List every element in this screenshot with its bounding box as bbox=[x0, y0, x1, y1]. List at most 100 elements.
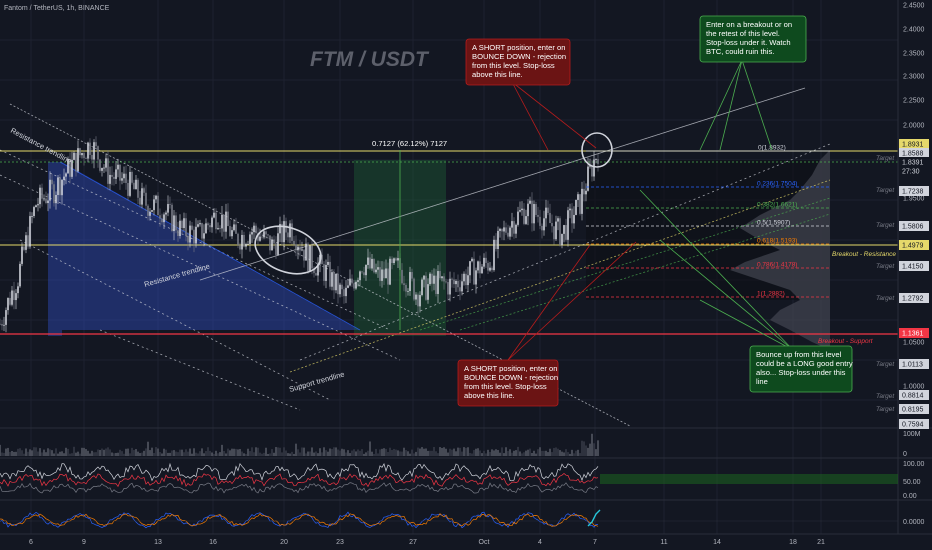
time-axis[interactable]: 6 9 13 16 20 23 27 Oct 4 7 11 14 18 21 bbox=[29, 539, 825, 546]
volume-bar bbox=[95, 452, 97, 456]
volume-bar bbox=[265, 447, 267, 456]
candle-body bbox=[201, 223, 203, 239]
volume-bar bbox=[375, 448, 377, 456]
candle-body bbox=[113, 176, 115, 179]
volume-axis-bottom: 0 bbox=[903, 451, 907, 458]
candle-body bbox=[53, 184, 55, 204]
candle-body bbox=[549, 212, 551, 224]
price-tick-low-0: 1.9500 bbox=[903, 196, 925, 203]
candle-body bbox=[533, 204, 535, 224]
candle-body bbox=[379, 267, 381, 281]
volume-bar bbox=[437, 453, 439, 456]
volume-bar bbox=[149, 450, 151, 456]
candle-body bbox=[489, 267, 491, 271]
volume-bar bbox=[169, 452, 171, 456]
candle-body bbox=[311, 245, 313, 269]
candle-body bbox=[237, 233, 239, 246]
note-breakout-line-1: Enter on a breakout or on bbox=[706, 20, 792, 29]
volume-bar bbox=[139, 453, 141, 456]
note-breakout[interactable]: Enter on a breakout or on the retest of … bbox=[699, 15, 807, 63]
target-label-0: Target bbox=[876, 155, 895, 162]
candle-body bbox=[13, 290, 15, 301]
volume-bar bbox=[301, 447, 303, 456]
candle-body bbox=[29, 216, 31, 247]
volume-bar bbox=[49, 449, 51, 456]
note-breakout-line-2: the retest of this level. bbox=[706, 29, 780, 38]
volume-bar bbox=[171, 450, 173, 456]
volume-bar bbox=[15, 451, 17, 456]
rsi-line-2 bbox=[0, 473, 599, 488]
volume-bar bbox=[381, 448, 383, 456]
candle-body bbox=[75, 152, 77, 172]
volume-bar bbox=[531, 452, 533, 456]
candle-body bbox=[543, 218, 545, 231]
candle-body bbox=[445, 281, 447, 283]
target-label-4: Target bbox=[876, 295, 895, 302]
volume-bar bbox=[433, 447, 435, 456]
candle-body bbox=[155, 195, 157, 200]
volume-bar bbox=[429, 450, 431, 456]
volume-bar bbox=[517, 446, 519, 456]
volume-bar bbox=[161, 453, 163, 456]
volume-bar bbox=[185, 449, 187, 456]
candle-body bbox=[387, 268, 389, 285]
volume-bar bbox=[379, 449, 381, 456]
volume-bar bbox=[397, 450, 399, 456]
volume-bar bbox=[251, 447, 253, 456]
note-short-top-line-3: from this level. Stop-loss bbox=[472, 61, 555, 70]
candle-body bbox=[77, 148, 79, 172]
candle-body bbox=[67, 158, 69, 174]
note-long-line-3: also... Stop-loss under this bbox=[756, 368, 846, 377]
volume-bar bbox=[123, 453, 125, 456]
volume-bar bbox=[157, 448, 159, 456]
note-short-top[interactable]: A SHORT position, enter on BOUNCE DOWN -… bbox=[465, 38, 571, 86]
volume-bar bbox=[539, 447, 541, 456]
candle-body bbox=[459, 287, 461, 292]
volume-bar bbox=[167, 452, 169, 456]
rsi-axis-top: 100.00 bbox=[903, 461, 925, 468]
volume-bar bbox=[307, 451, 309, 456]
candle-body bbox=[431, 273, 433, 284]
volume-bar bbox=[431, 450, 433, 456]
fib-label-3: 0.5(1.5907) bbox=[757, 220, 790, 227]
candle-body bbox=[33, 207, 35, 217]
candle-body bbox=[361, 271, 363, 273]
candle-body bbox=[177, 230, 179, 236]
target-label-6: Target bbox=[876, 393, 895, 400]
volume-bar bbox=[339, 450, 341, 456]
candle-body bbox=[517, 211, 519, 225]
volume-bar bbox=[25, 448, 27, 456]
note-long[interactable]: Bounce up from this level could be a LON… bbox=[749, 345, 853, 393]
candle-body bbox=[55, 194, 57, 204]
candle-body bbox=[243, 234, 245, 247]
price-axis[interactable]: 2.45002.40002.35002.30002.25002.00002.15… bbox=[899, 3, 929, 430]
candle-body bbox=[581, 188, 583, 214]
candle-body bbox=[375, 269, 377, 273]
volume-bar bbox=[569, 453, 571, 456]
volume-bar bbox=[461, 451, 463, 456]
note-breakout-line-3: Stop-loss under it. Watch bbox=[706, 38, 791, 47]
channel-line-7 bbox=[459, 213, 831, 331]
candle-body bbox=[127, 182, 129, 196]
candle-body bbox=[345, 287, 347, 297]
volume-bar bbox=[405, 450, 407, 456]
volume-bar bbox=[135, 449, 137, 456]
time-tick-5: 23 bbox=[336, 539, 344, 546]
volume-bar bbox=[501, 447, 503, 456]
note-short-bottom[interactable]: A SHORT position, enter on BOUNCE DOWN -… bbox=[457, 359, 559, 407]
candle-body bbox=[189, 225, 191, 243]
volume-bar bbox=[277, 447, 279, 456]
candle-body bbox=[209, 225, 211, 228]
candle-body bbox=[301, 249, 303, 251]
candle-body bbox=[597, 159, 599, 164]
volume-bar bbox=[597, 440, 599, 456]
price-tag-13: 0.7594 bbox=[899, 419, 929, 429]
volume-bar bbox=[441, 447, 443, 456]
candle-body bbox=[159, 215, 161, 219]
volume-bar bbox=[435, 451, 437, 456]
volume-bar bbox=[285, 450, 287, 456]
volume-bar bbox=[455, 451, 457, 456]
candle-body bbox=[5, 310, 7, 325]
volume-bar bbox=[233, 448, 235, 456]
